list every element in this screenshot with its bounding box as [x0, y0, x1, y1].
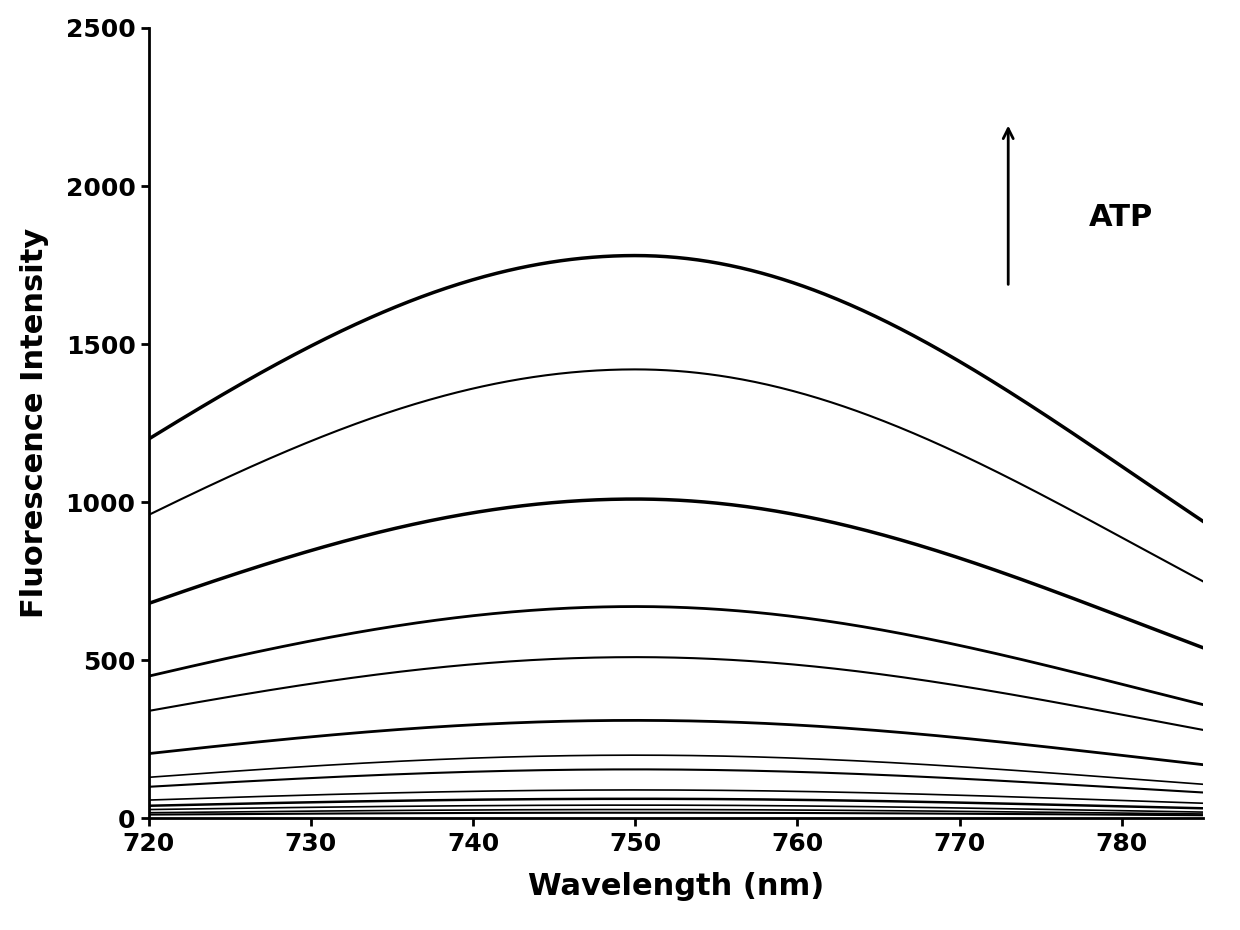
X-axis label: Wavelength (nm): Wavelength (nm) [528, 872, 823, 901]
Text: ATP: ATP [1089, 203, 1153, 232]
Y-axis label: Fluorescence Intensity: Fluorescence Intensity [20, 228, 48, 618]
